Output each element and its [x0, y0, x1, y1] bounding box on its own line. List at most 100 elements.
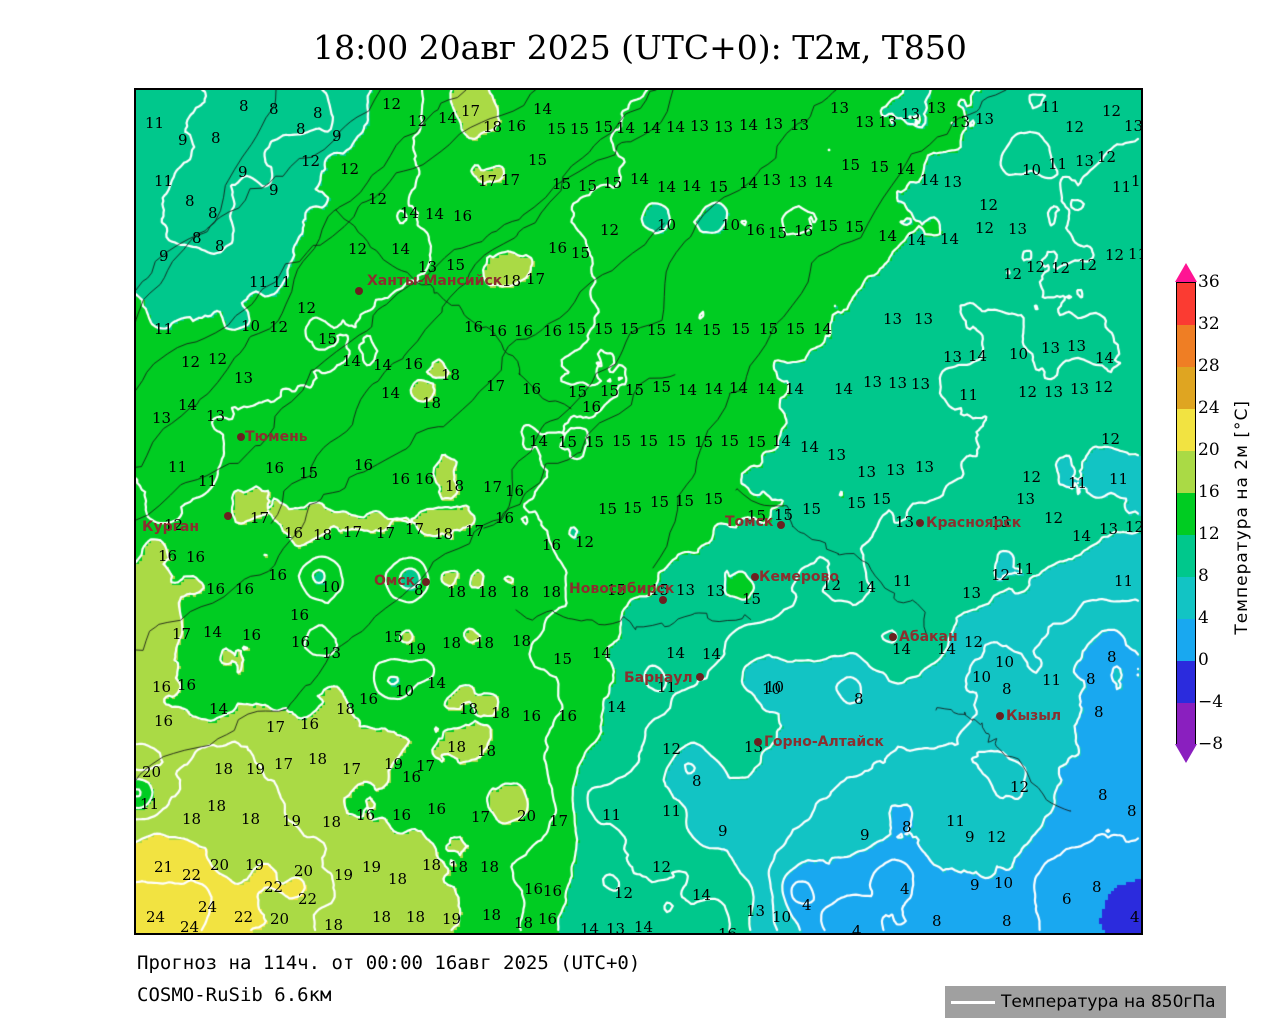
temperature-value-label: 13 — [790, 116, 810, 134]
temperature-value-label: 14 — [580, 920, 600, 935]
temperature-value-label: 8 — [1002, 680, 1012, 698]
city-marker-dot — [754, 738, 762, 746]
temperature-value-label: 11 — [1114, 572, 1134, 590]
temperature-value-label: 14 — [1095, 349, 1115, 367]
temperature-value-label: 15 — [702, 321, 722, 339]
temperature-value-label: 12 — [1026, 258, 1046, 276]
temperature-value-label: 15 — [650, 493, 670, 511]
temperature-value-label: 18 — [214, 760, 234, 778]
temperature-value-label: 12 — [964, 633, 984, 651]
temperature-value-label: 14 — [937, 640, 957, 658]
temperature-value-label: 13 — [1099, 520, 1119, 538]
temperature-value-label: 15 — [571, 244, 591, 262]
colorbar-over-arrow — [1175, 263, 1197, 282]
temperature-value-label: 12 — [1044, 509, 1064, 527]
temperature-value-label: 13 — [762, 171, 782, 189]
temperature-value-label: 14 — [814, 173, 834, 191]
temperature-value-label: 16 — [505, 482, 525, 500]
city-marker-dot — [696, 673, 704, 681]
temperature-value-label: 14 — [209, 700, 229, 718]
temperature-value-label: 16 — [206, 580, 226, 598]
temperature-value-label: 12 — [1097, 148, 1117, 166]
colorbar-tick-label: 36 — [1198, 272, 1220, 292]
city-label: Томск — [725, 514, 774, 530]
temperature-value-label: 10 — [1009, 345, 1029, 363]
temperature-value-label: 8 — [269, 100, 279, 118]
temperature-value-label: 10 — [395, 682, 415, 700]
temperature-value-label: 15 — [802, 500, 822, 518]
temperature-value-label: 14 — [920, 171, 940, 189]
temperature-value-label: 12 — [652, 858, 672, 876]
temperature-value-label: 14 — [616, 119, 636, 137]
temperature-value-label: 18 — [483, 118, 503, 136]
temperature-value-label: 12 — [1101, 430, 1121, 448]
colorbar-tick-label: 12 — [1198, 524, 1220, 544]
temperature-value-label: 12 — [348, 240, 368, 258]
temperature-value-label: 18 — [477, 742, 497, 760]
temperature-value-label: 15 — [553, 650, 573, 668]
temperature-value-label: 17 — [478, 172, 498, 190]
temperature-value-label: 12 — [975, 219, 995, 237]
colorbar-band — [1177, 535, 1195, 577]
temperature-value-label: 9 — [970, 876, 980, 894]
temperature-value-label: 13 — [927, 99, 947, 117]
temperature-value-label: 13 — [690, 117, 710, 135]
temperature-value-label: 16 — [265, 459, 285, 477]
temperature-value-label: 13 — [764, 115, 784, 133]
temperature-value-label: 14 — [739, 116, 759, 134]
temperature-value-label: 16 — [558, 707, 578, 725]
temperature-value-label: 15 — [652, 378, 672, 396]
temperature-value-label: 19 — [282, 812, 302, 830]
temperature-value-label: 18 — [336, 700, 356, 718]
temperature-value-label: 18 — [406, 908, 426, 926]
temperature-value-label: 12 — [1022, 468, 1042, 486]
temperature-value-label: 15 — [872, 490, 892, 508]
temperature-value-label: 14 — [729, 379, 749, 397]
temperature-value-label: 12 — [1065, 118, 1085, 136]
colorbar-title: Температура на 2м [°C] — [1232, 400, 1252, 635]
colorbar-tick-label: 28 — [1198, 356, 1220, 376]
temperature-value-label: 17 — [172, 625, 192, 643]
temperature-value-label: 13 — [901, 105, 921, 123]
temperature-value-label: 14 — [834, 380, 854, 398]
temperature-value-label: 10 — [241, 317, 261, 335]
temperature-value-label: 15 — [578, 177, 598, 195]
temperature-value-label: 16 — [154, 712, 174, 730]
temperature-value-label: 24 — [146, 908, 166, 926]
temperature-value-label: 15 — [625, 381, 645, 399]
temperature-value-label: 10 — [1022, 161, 1042, 179]
temperature-value-label: 9 — [860, 826, 870, 844]
temperature-value-label: 14 — [657, 178, 677, 196]
temperature-value-label: 15 — [594, 320, 614, 338]
temperature-value-label: 11 — [946, 812, 966, 830]
temperature-value-label: 12 — [614, 884, 634, 902]
temperature-field — [136, 90, 1141, 933]
temperature-value-label: 16 — [427, 800, 447, 818]
temperature-value-label: 18 — [449, 858, 469, 876]
temperature-value-label: 16 — [746, 221, 766, 239]
temperature-value-label: 12 — [297, 299, 317, 317]
weather-map[interactable]: 11 9 8 8 8 8 8 9 12 12 14 17 18 16 14 15 15 15 14 14 14 13 13 1… — [134, 88, 1143, 935]
temperature-value-label: 15 — [570, 120, 590, 138]
temperature-value-label: 12 — [340, 160, 360, 178]
temperature-value-label: 12 — [1105, 246, 1125, 264]
temperature-value-label: 15 — [594, 118, 614, 136]
temperature-value-label: 17 — [274, 755, 294, 773]
colorbar-band — [1177, 367, 1195, 409]
temperature-value-label: 22 — [182, 866, 202, 884]
temperature-value-label: 13 — [951, 113, 971, 131]
colorbar-bands — [1176, 282, 1196, 745]
temperature-value-label: 4 — [900, 880, 910, 898]
temperature-value-label: 12 — [991, 566, 1011, 584]
temperature-value-label: 16 — [582, 398, 602, 416]
city-marker-dot — [889, 633, 897, 641]
temperature-value-label: 15 — [786, 320, 806, 338]
temperature-raster — [136, 90, 1141, 933]
temperature-value-label: 14 — [203, 623, 223, 641]
temperature-value-label: 18 — [241, 810, 261, 828]
temperature-value-label: 18 — [441, 366, 461, 384]
temperature-value-label: 18 — [308, 750, 328, 768]
temperature-value-label: 14 — [968, 347, 988, 365]
temperature-value-label: 16 — [524, 880, 544, 898]
temperature-value-label: 14 — [634, 918, 654, 935]
